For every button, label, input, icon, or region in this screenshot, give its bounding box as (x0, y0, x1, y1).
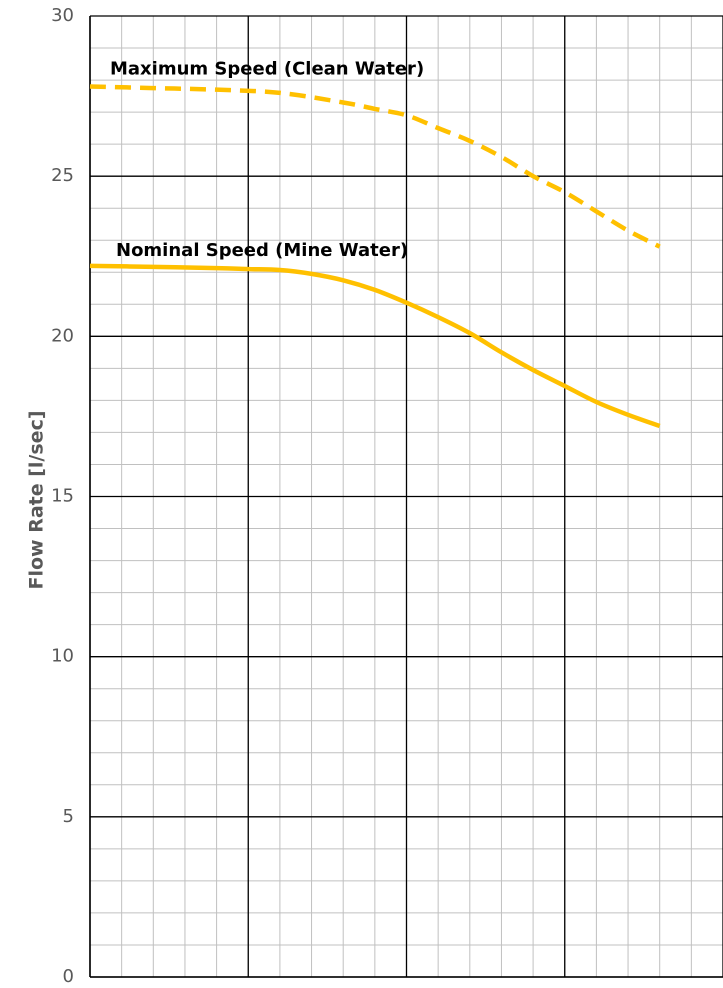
major-grid (89, 15, 723, 978)
y-tick-label: 0 (63, 966, 74, 987)
series-line-nominal-speed (89, 263, 661, 429)
y-tick-label: 10 (51, 646, 74, 667)
series-line-maximum-speed (89, 84, 661, 249)
y-tick-label: 20 (51, 325, 74, 346)
series-layer (89, 84, 661, 429)
y-tick-label: 25 (51, 165, 74, 186)
y-tick-label: 30 (51, 5, 74, 26)
series-labels: Maximum Speed (Clean Water) Nominal Speed… (110, 58, 424, 260)
y-axis-ticks: 0 5 10 15 20 25 30 (51, 5, 74, 987)
y-axis-label: Flow Rate [l/sec] (26, 410, 48, 589)
series-label: Maximum Speed (Clean Water) (110, 58, 424, 79)
y-tick-label: 5 (63, 806, 74, 827)
y-tick-label: 15 (51, 486, 74, 507)
series-label: Nominal Speed (Mine Water) (116, 240, 408, 261)
